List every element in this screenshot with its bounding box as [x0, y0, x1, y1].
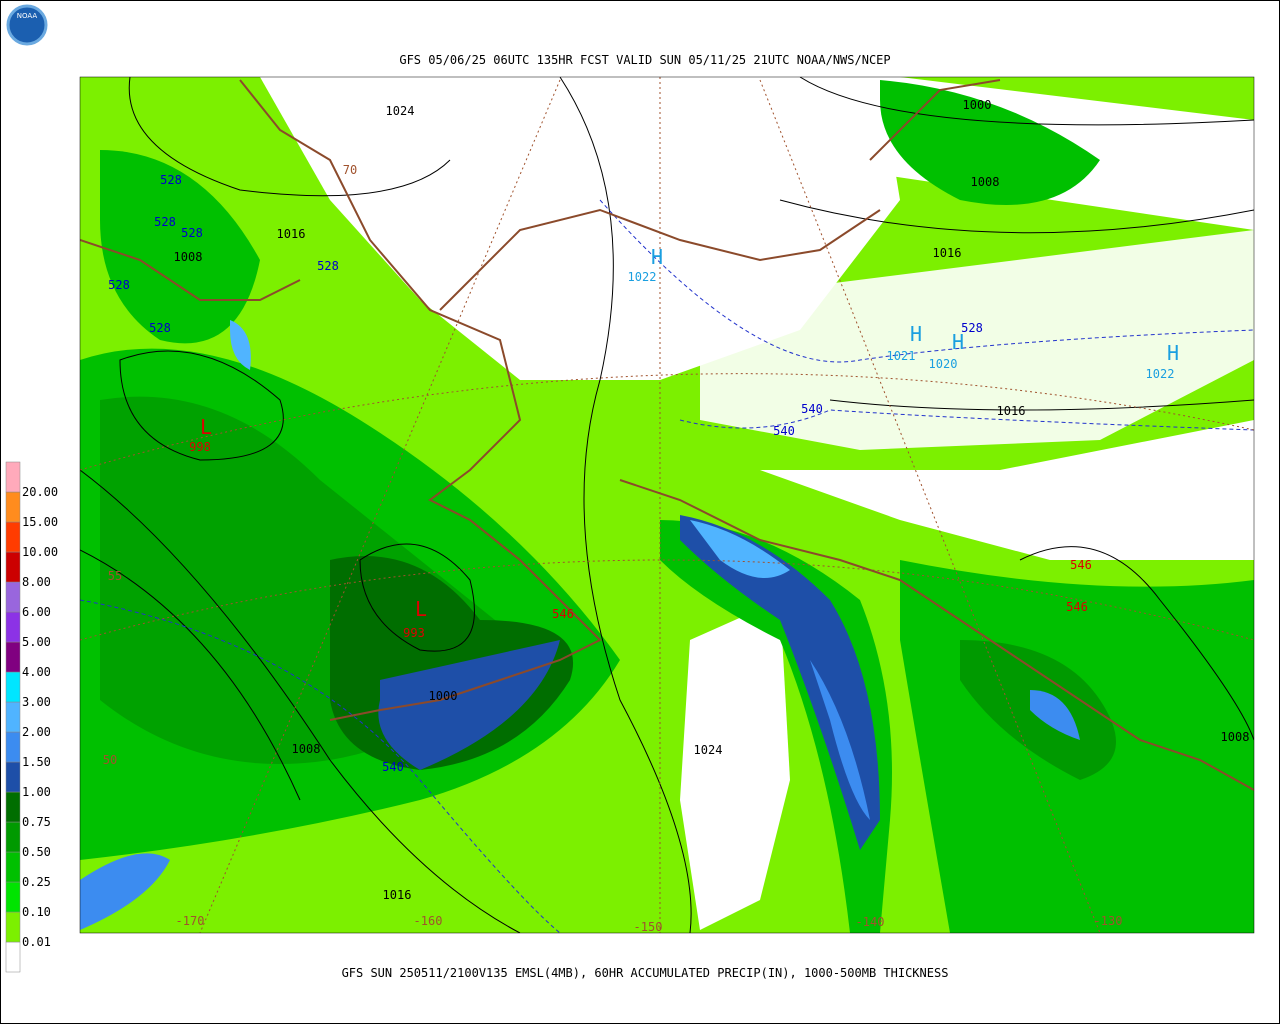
map-label: H	[952, 330, 964, 354]
map	[79, 76, 1255, 934]
map-label: 993	[403, 626, 425, 640]
map-label: 1000	[429, 689, 458, 703]
map-label: 1008	[292, 742, 321, 756]
map-label: 528	[961, 321, 983, 335]
legend-label: 0.25	[22, 875, 51, 889]
title: GFS 05/06/25 06UTC 135HR FCST VALID SUN …	[399, 53, 890, 67]
legend-label: 10.00	[22, 545, 58, 559]
legend-label: 8.00	[22, 575, 51, 589]
map-label: 998	[189, 440, 211, 454]
legend-swatch	[5, 821, 21, 853]
legend-swatch	[5, 851, 21, 883]
legend-label: 5.00	[22, 635, 51, 649]
legend-label: 3.00	[22, 695, 51, 709]
map-label: 528	[160, 173, 182, 187]
legend-label: 6.00	[22, 605, 51, 619]
map-label: 50	[103, 753, 117, 767]
legend-swatch	[5, 701, 21, 733]
legend-label: 20.00	[22, 485, 58, 499]
legend-swatch	[5, 581, 21, 613]
map-label: 1020	[929, 357, 958, 371]
legend-swatch	[5, 641, 21, 673]
map-label: 540	[382, 760, 404, 774]
map-label: 1016	[997, 404, 1026, 418]
legend: 0.01 0.10 0.25 0.50 0.75 1.00 1.50 2.00 3.00 4.00…	[5, 461, 58, 973]
map-label: H	[651, 245, 663, 269]
map-label: L	[200, 415, 212, 439]
legend-swatch	[5, 461, 21, 493]
legend-label: 0.75	[22, 815, 51, 829]
caption: GFS SUN 250511/2100V135 EMSL(4MB), 60HR …	[342, 966, 949, 980]
legend-swatch	[5, 791, 21, 823]
legend-swatch	[5, 611, 21, 643]
map-label: 1022	[1146, 367, 1175, 381]
legend-swatch	[5, 491, 21, 523]
map-label: H	[1167, 341, 1179, 365]
legend-swatch	[5, 911, 21, 943]
map-label: 546	[1070, 558, 1092, 572]
map-label: 546	[552, 607, 574, 621]
map-label: 1000	[963, 98, 992, 112]
legend-label: 0.01	[22, 935, 51, 949]
map-label: 1016	[933, 246, 962, 260]
map-label: -140	[856, 915, 885, 929]
legend-swatch	[5, 551, 21, 583]
map-label: 528	[149, 321, 171, 335]
legend-swatch	[5, 941, 21, 973]
map-label: L	[415, 597, 427, 621]
legend-label: 1.00	[22, 785, 51, 799]
map-label: 70	[343, 163, 357, 177]
map-label: 1024	[386, 104, 415, 118]
map-label: 528	[108, 278, 130, 292]
map-label: 1008	[1221, 730, 1250, 744]
map-label: 528	[317, 259, 339, 273]
map-label: 1016	[277, 227, 306, 241]
legend-swatch	[5, 761, 21, 793]
legend-label: 0.10	[22, 905, 51, 919]
map-label: H	[910, 322, 922, 346]
map-label: 1024	[694, 743, 723, 757]
logo-text: NOAA	[17, 12, 38, 20]
legend-swatch	[5, 881, 21, 913]
map-label: 1008	[971, 175, 1000, 189]
legend-swatch	[5, 521, 21, 553]
map-labels: 1024 1000 1008 1016 528 528 528 1016 1008 528 528 5…	[103, 98, 1250, 934]
map-label: -160	[414, 914, 443, 928]
map-label: 55	[108, 569, 122, 583]
map-label: 1022	[628, 270, 657, 284]
map-label: -170	[176, 914, 205, 928]
legend-label: 2.00	[22, 725, 51, 739]
map-label: 1008	[174, 250, 203, 264]
legend-label: 4.00	[22, 665, 51, 679]
map-label: 528	[181, 226, 203, 240]
map-label: 1016	[383, 888, 412, 902]
map-label: 540	[773, 424, 795, 438]
legend-swatch	[5, 731, 21, 763]
map-label: 1021	[887, 349, 916, 363]
logo	[6, 4, 48, 46]
map-label: -130	[1094, 914, 1123, 928]
legend-label: 15.00	[22, 515, 58, 529]
map-label: 528	[154, 215, 176, 229]
legend-swatch	[5, 671, 21, 703]
legend-label: 0.50	[22, 845, 51, 859]
map-label: 540	[801, 402, 823, 416]
legend-label: 1.50	[22, 755, 51, 769]
map-label: -150	[634, 920, 663, 934]
map-label: 546	[1066, 600, 1088, 614]
